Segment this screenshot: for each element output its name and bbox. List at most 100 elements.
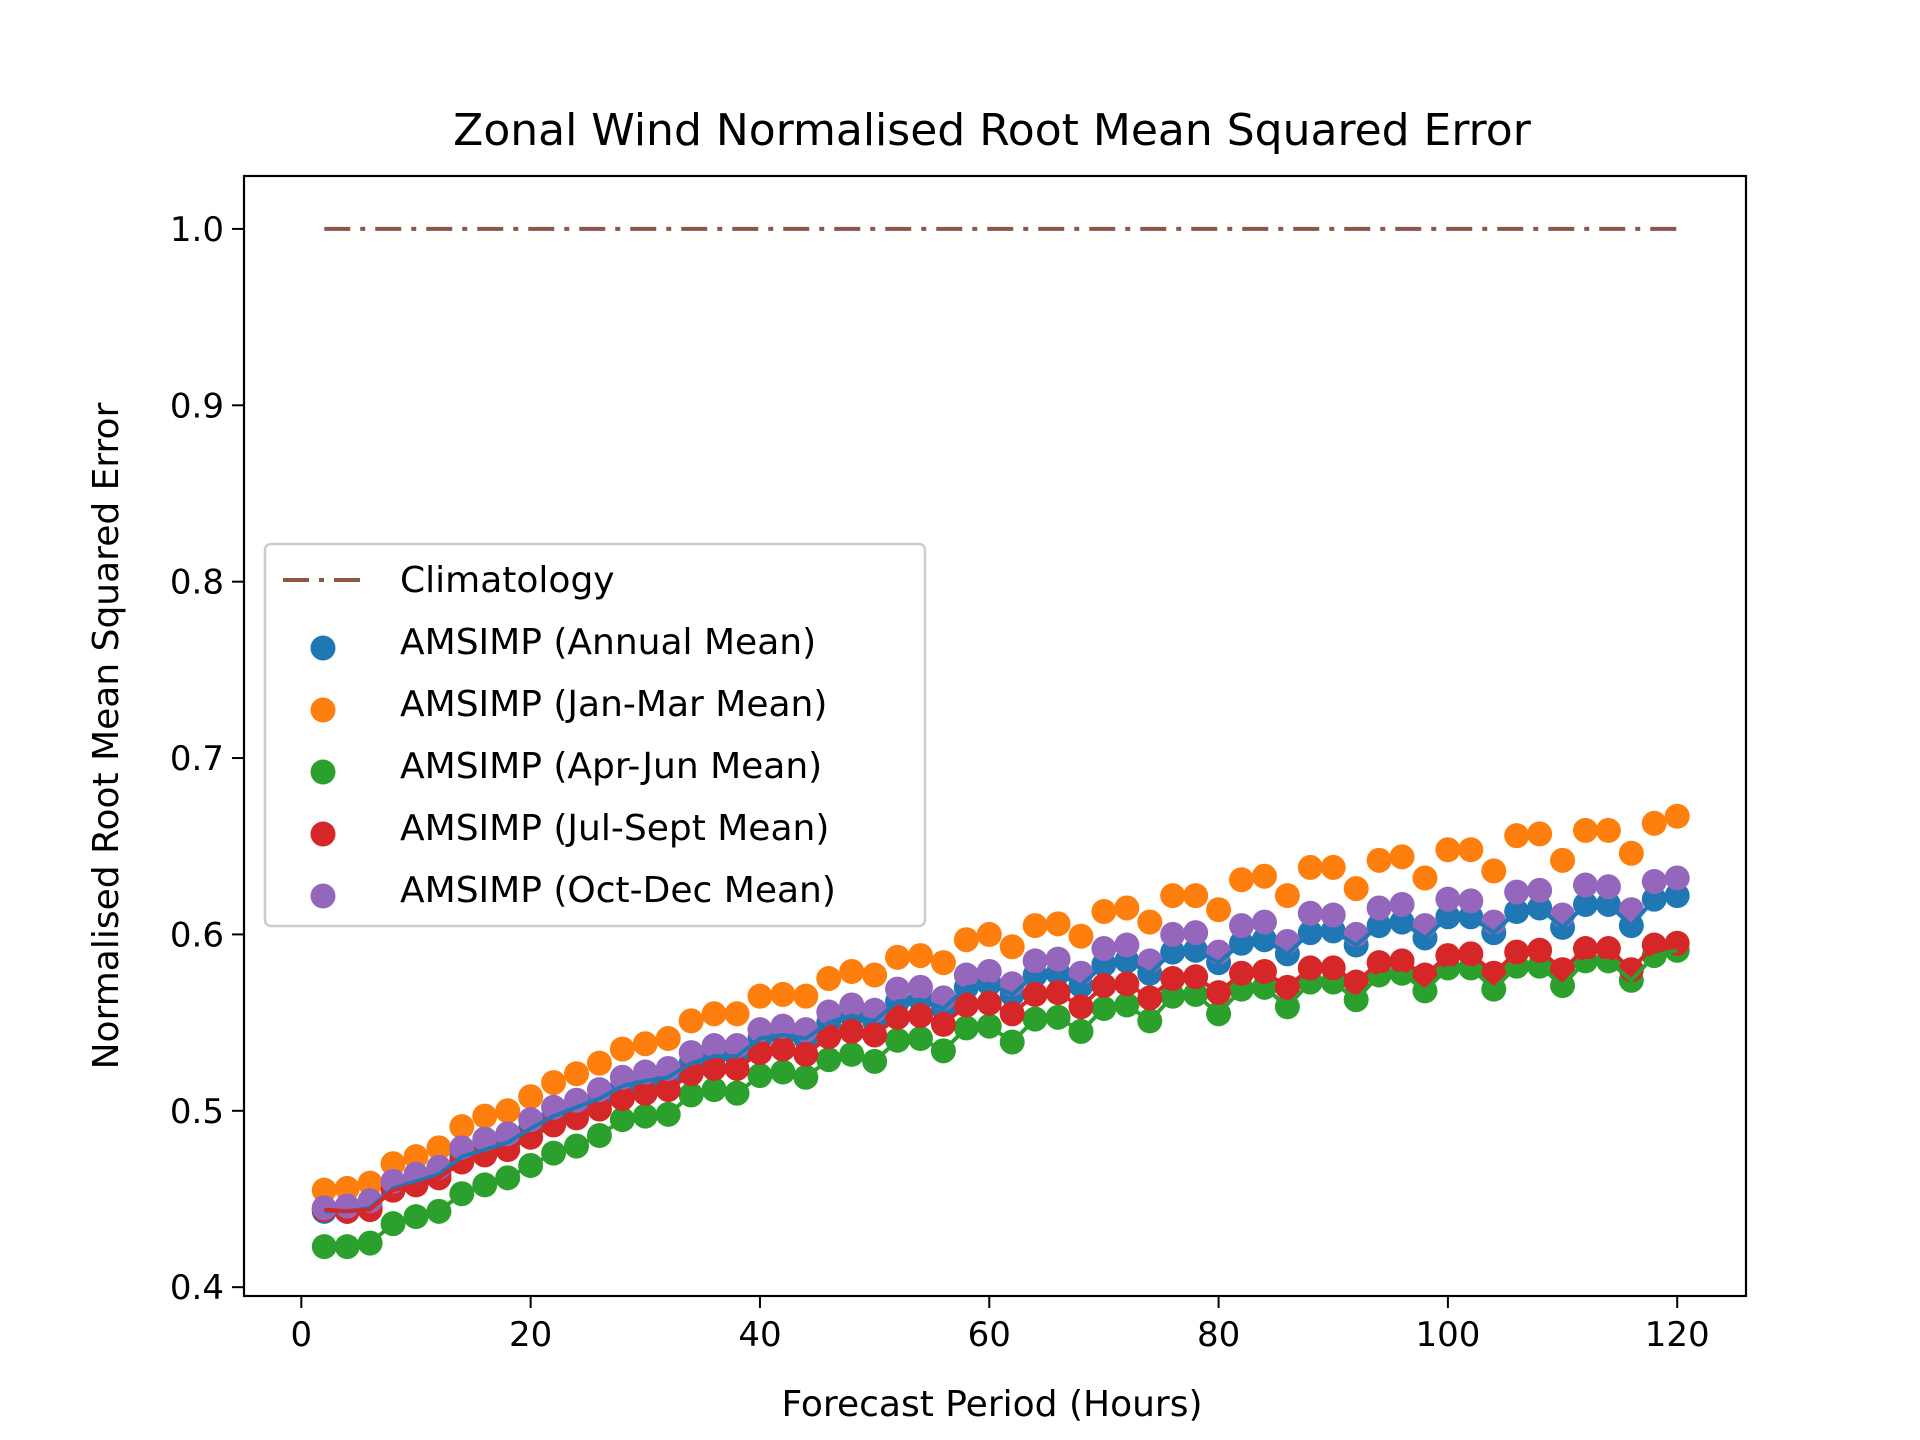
data-point [701,1001,727,1027]
x-tick-label: 20 [509,1315,552,1355]
data-point [518,1084,544,1110]
data-point [1618,840,1644,866]
data-point [564,1061,590,1087]
data-point [1481,858,1507,884]
data-point [1251,863,1277,889]
data-point [1389,844,1415,870]
y-tick-label: 0.4 [170,1268,224,1308]
legend-marker [310,883,336,909]
data-point [793,983,819,1009]
data-point [839,992,865,1018]
legend-marker [310,635,336,661]
data-point [1458,888,1484,914]
data-point [976,958,1002,984]
data-point [334,1193,360,1219]
data-point [449,1114,475,1140]
data-point [311,1234,337,1260]
data-point [1229,913,1255,939]
series-2 [311,803,1690,1203]
data-point [1251,909,1277,935]
x-axis-label: Forecast Period (Hours) [781,1384,1202,1425]
data-point [1641,810,1667,836]
chart-title: Zonal Wind Normalised Root Mean Squared … [453,105,1532,156]
data-point [907,974,933,1000]
data-point [747,983,773,1009]
data-point [1458,837,1484,863]
data-point [1160,883,1186,909]
legend: Climatology AMSIMP (Annual Mean) AMSIMP (J… [263,542,927,928]
x-tick-label: 100 [1415,1315,1480,1355]
data-point [770,1013,796,1039]
data-point [678,1008,704,1034]
legend-label: AMSIMP (Oct-Dec Mean) [400,870,836,911]
x-tick-label: 120 [1645,1315,1710,1355]
data-point [1091,936,1117,962]
data-point [678,1040,704,1066]
data-point [1664,865,1690,891]
legend-box [263,542,927,928]
data-point [403,1144,429,1170]
data-point [1641,869,1667,895]
data-point [930,950,956,976]
data-point [1137,909,1163,935]
data-point [1229,867,1255,893]
data-point [1183,920,1209,946]
data-point [816,966,842,992]
x-tick-label: 80 [1197,1315,1240,1355]
data-point [1435,886,1461,912]
data-point [1045,946,1071,972]
y-tick-label: 0.5 [170,1092,224,1132]
series-3-line [324,948,1678,1249]
data-point [1114,932,1140,958]
y-tick-label: 0.9 [170,386,224,426]
data-point [1595,874,1621,900]
data-point [1297,854,1323,880]
data-point [357,1170,383,1196]
data-point [1022,948,1048,974]
data-point [1320,902,1346,928]
data-point [1412,913,1438,939]
data-point [953,927,979,953]
data-point [1068,923,1094,949]
data-point [1366,847,1392,873]
data-point [1664,930,1690,956]
data-point [1572,817,1598,843]
data-point [976,921,1002,947]
data-point [701,1033,727,1059]
data-point [1595,817,1621,843]
data-point [953,962,979,988]
data-point [495,1098,521,1124]
data-point [862,962,888,988]
data-point [885,944,911,970]
data-point [1504,879,1530,905]
data-point [1389,891,1415,917]
y-tick-label: 0.6 [170,915,224,955]
data-point [816,999,842,1025]
legend-label: AMSIMP (Annual Mean) [400,622,816,663]
data-point [586,1050,612,1076]
data-point [1527,877,1553,903]
data-point [885,976,911,1002]
data-point [1206,897,1232,923]
data-point [541,1070,567,1096]
legend-marker [310,821,336,847]
data-point [999,934,1025,960]
data-point [1160,921,1186,947]
data-point [1091,898,1117,924]
x-tick-label: 40 [738,1315,781,1355]
data-point [1183,883,1209,909]
data-point [655,1025,681,1051]
y-tick-label: 1.0 [170,210,224,250]
legend-label: AMSIMP (Jan-Mar Mean) [400,684,827,725]
data-point [1297,900,1323,926]
legend-label: Climatology [400,560,615,601]
data-point [1320,854,1346,880]
data-point [311,1177,337,1203]
legend-marker [310,697,336,723]
data-point [1366,895,1392,921]
data-point [1412,865,1438,891]
data-point [1114,895,1140,921]
data-point [1550,847,1576,873]
legend-label: AMSIMP (Jul-Sept Mean) [400,808,829,849]
